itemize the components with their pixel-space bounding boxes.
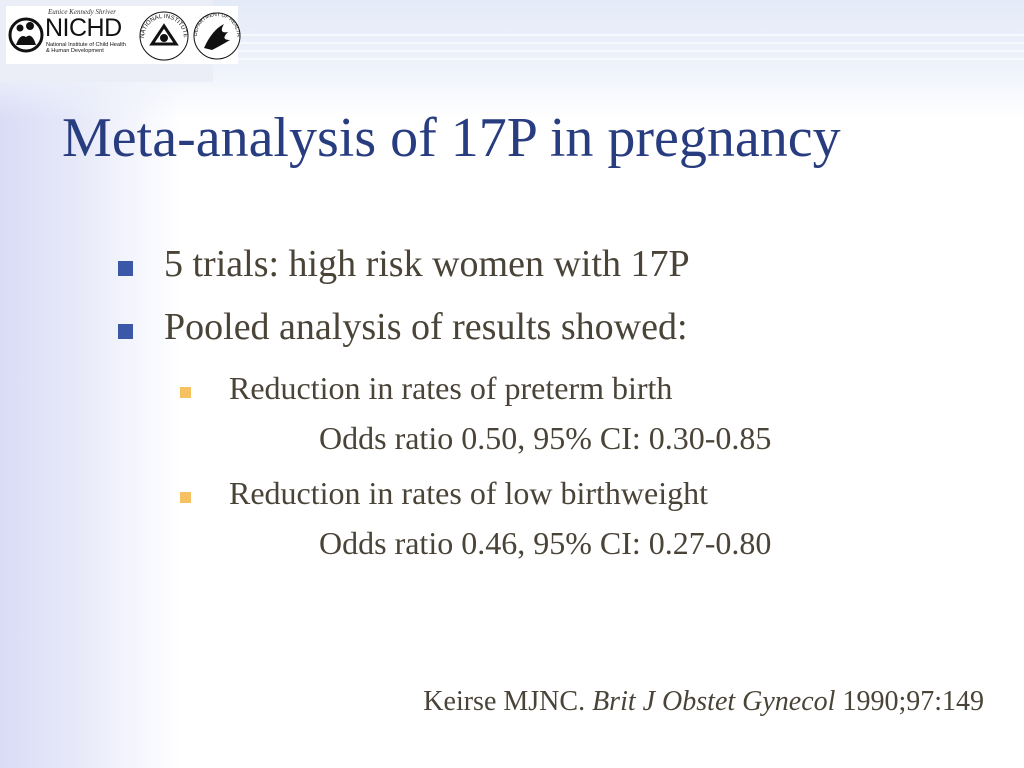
bullet-text: 5 trials: high risk women with 17P — [164, 243, 690, 285]
citation-journal: Brit J Obstet Gynecol — [592, 686, 836, 717]
sub-bullet-detail: Odds ratio 0.46, 95% CI: 0.27-0.80 — [319, 525, 772, 561]
citation-author: Keirse MJNC. — [423, 686, 586, 717]
bullet-text: Pooled analysis of results showed: — [164, 306, 688, 348]
logo-banner: Eunice Kennedy Shriver NICHD National In… — [0, 0, 241, 82]
logo-panel: Eunice Kennedy Shriver NICHD National In… — [6, 6, 241, 64]
logo-tagline: Eunice Kennedy Shriver — [48, 8, 117, 16]
sub-bullet-detail: Odds ratio 0.50, 95% CI: 0.30-0.85 — [319, 420, 772, 456]
sub-bullet-text: Reduction in rates of preterm birth — [229, 370, 673, 406]
hhs-eagle-icon: DEPARTMENT OF HEALTH & HUMAN SERVICES — [192, 8, 241, 60]
nih-logo-icon: NATIONAL INSTITUTES OF HEALTH — [138, 8, 189, 61]
decorative-stripes — [215, 30, 1024, 90]
sub-bullet-marker — [180, 387, 191, 398]
bullet-marker — [118, 324, 133, 339]
nichd-family-icon — [8, 17, 44, 53]
nichd-subtitle: National Institute of Child Health & Hum… — [46, 42, 126, 54]
citation: Keirse MJNC. Brit J Obstet Gynecol 1990;… — [423, 686, 984, 718]
slide-title: Meta-analysis of 17P in pregnancy — [62, 107, 841, 169]
sub-bullet-marker — [180, 492, 191, 503]
bullet-marker — [118, 261, 133, 276]
nichd-wordmark: NICHD — [45, 14, 122, 42]
sub-bullet-text: Reduction in rates of low birthweight — [229, 475, 709, 511]
citation-reference: 1990;97:149 — [842, 686, 984, 717]
background-left-gradient — [0, 0, 180, 768]
